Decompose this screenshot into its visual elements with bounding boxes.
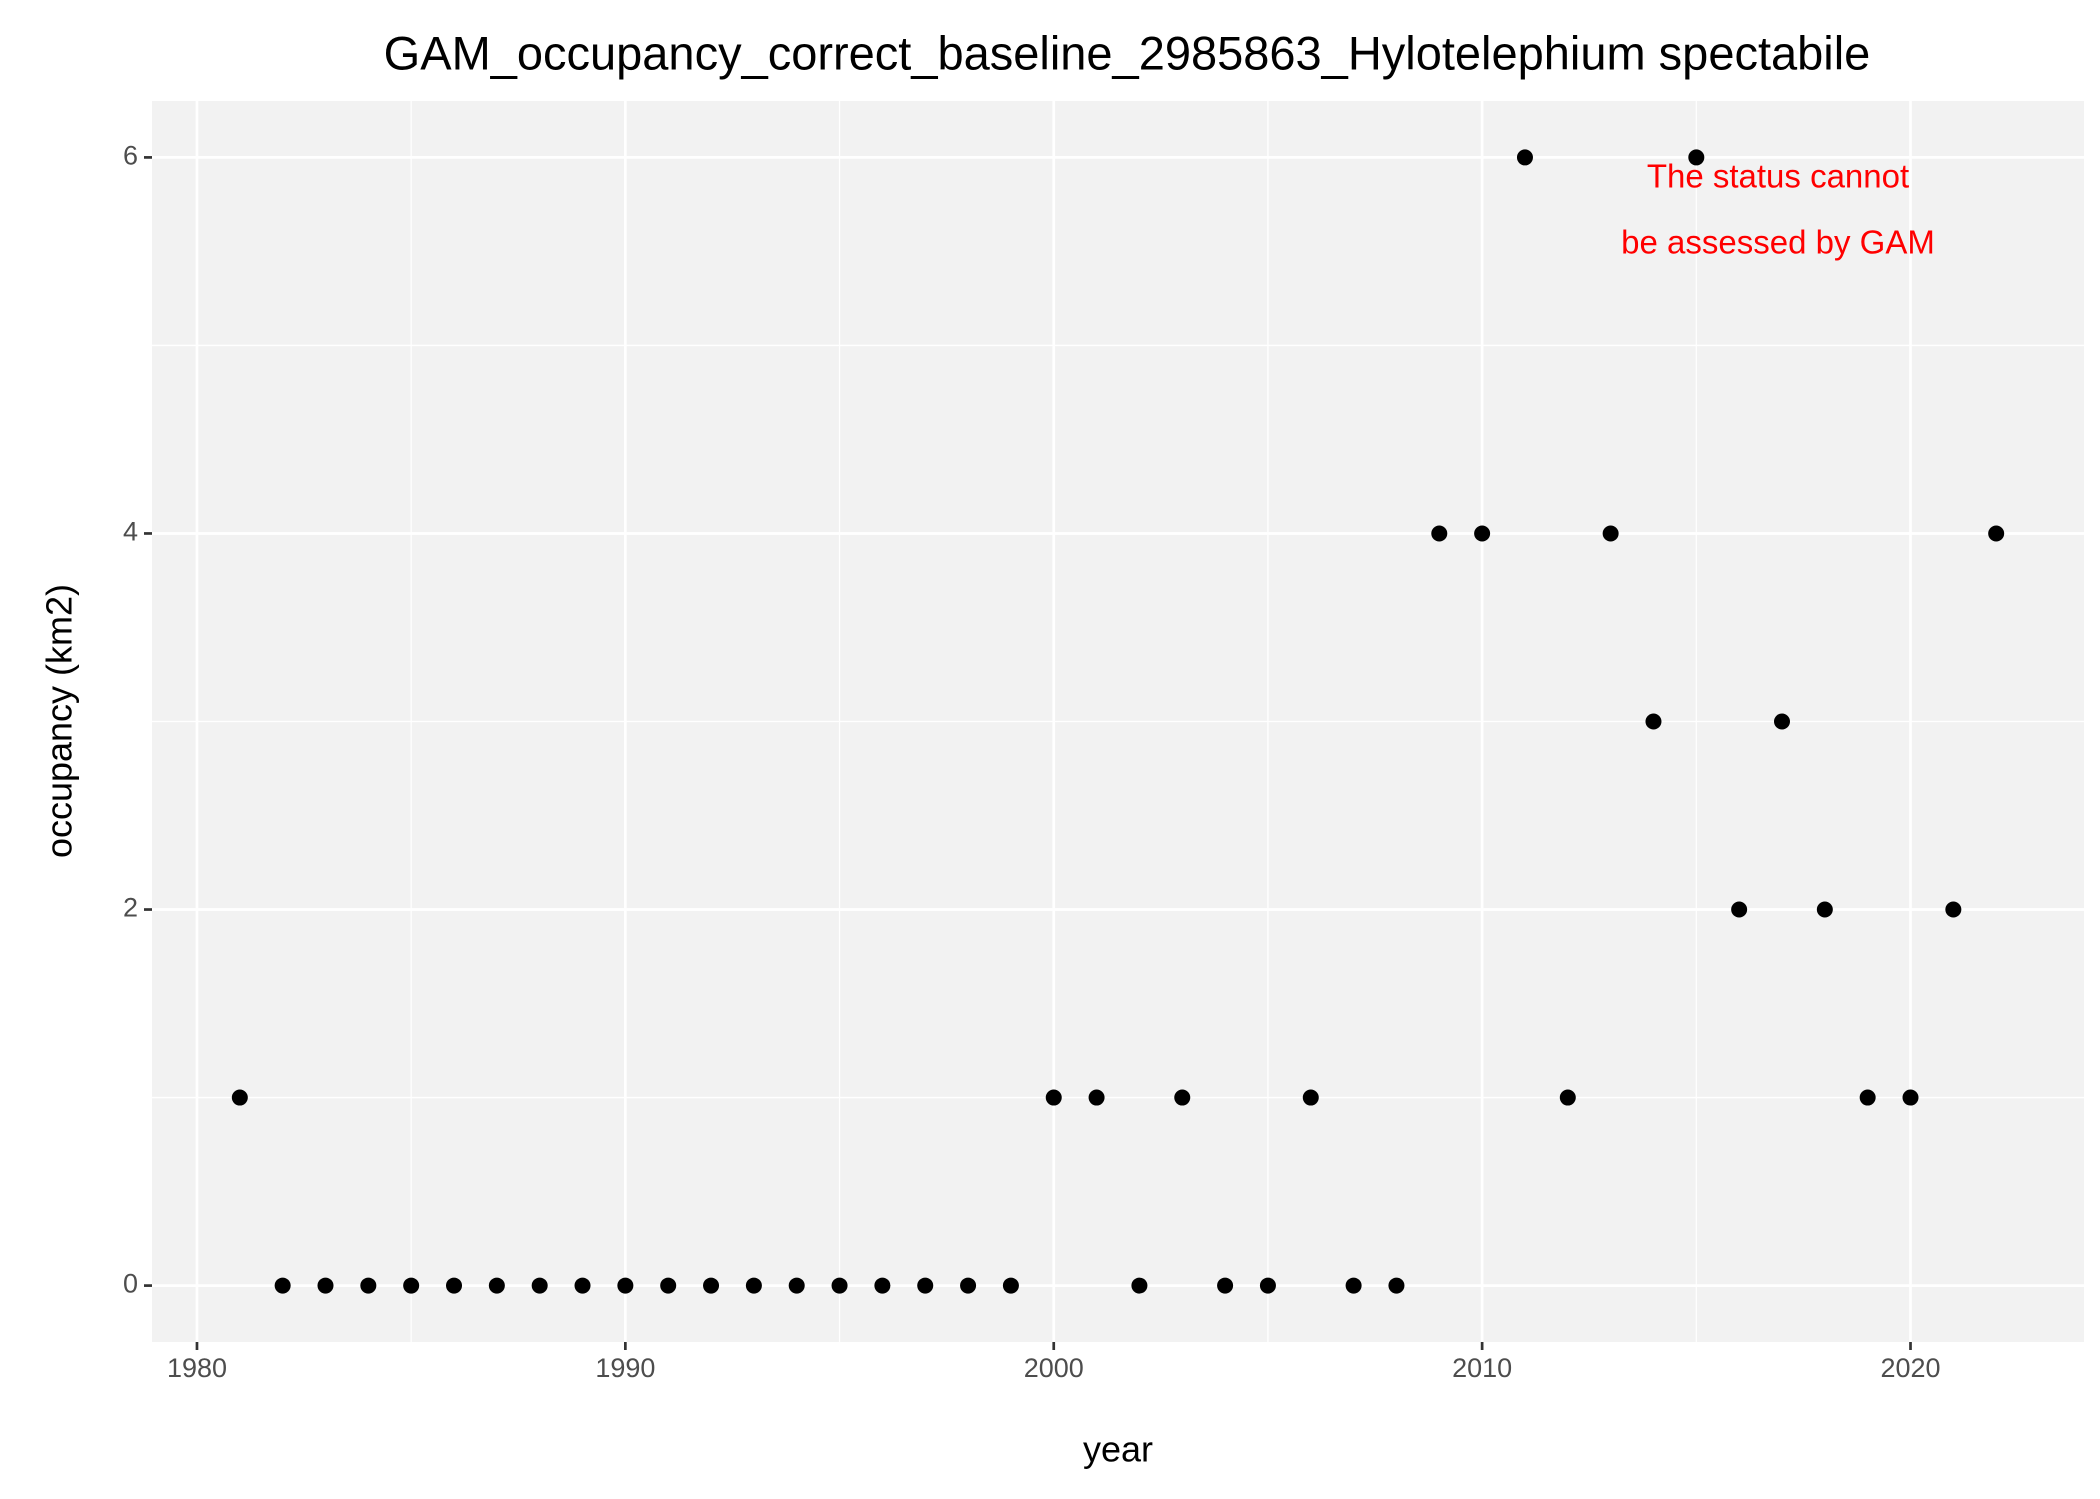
point [831, 1277, 848, 1294]
points [231, 149, 2005, 1294]
point [231, 1089, 248, 1106]
point [1088, 1089, 1105, 1106]
point [403, 1277, 420, 1294]
y-axis-title: occupancy (km2) [39, 584, 80, 858]
point [1002, 1277, 1019, 1294]
point [874, 1277, 891, 1294]
point [360, 1277, 377, 1294]
point [1431, 525, 1448, 542]
x-tick-label: 2020 [1880, 1353, 1940, 1383]
point [1302, 1089, 1319, 1106]
point [1217, 1277, 1234, 1294]
y-tick-label: 2 [123, 893, 138, 923]
point [660, 1277, 677, 1294]
y-tick-label: 0 [123, 1269, 138, 1299]
x-tick-label: 1990 [595, 1353, 655, 1383]
point [1945, 901, 1962, 918]
point [1174, 1089, 1191, 1106]
point [1516, 149, 1533, 166]
point [745, 1277, 762, 1294]
axes: 1980 1990 2000 2010 2020 0 2 4 6 [123, 141, 1941, 1384]
point [1602, 525, 1619, 542]
point [317, 1277, 334, 1294]
point [1902, 1089, 1919, 1106]
y-tick-label: 6 [123, 141, 138, 171]
x-tick-label: 1980 [167, 1353, 227, 1383]
point [917, 1277, 934, 1294]
point [1988, 525, 2005, 542]
point [703, 1277, 720, 1294]
annotation: The status cannot [1647, 158, 1909, 195]
point [1045, 1089, 1062, 1106]
chart-title: GAM_occupancy_correct_baseline_2985863_H… [384, 26, 1871, 79]
point [274, 1277, 291, 1294]
point [1559, 1089, 1576, 1106]
point [1474, 525, 1491, 542]
point [1345, 1277, 1362, 1294]
point [1645, 713, 1662, 730]
point [574, 1277, 591, 1294]
point [1131, 1277, 1148, 1294]
point [1688, 149, 1705, 166]
point [960, 1277, 977, 1294]
point [1859, 1089, 1876, 1106]
point [531, 1277, 548, 1294]
point [1731, 901, 1748, 918]
point [1773, 713, 1790, 730]
point [488, 1277, 505, 1294]
x-axis-title: year [1083, 1429, 1153, 1470]
annotation: be assessed by GAM [1621, 224, 1935, 261]
grid [152, 101, 2084, 1342]
point [1388, 1277, 1405, 1294]
point [1259, 1277, 1276, 1294]
point [1816, 901, 1833, 918]
x-tick-label: 2000 [1024, 1353, 1084, 1383]
point [446, 1277, 463, 1294]
point [788, 1277, 805, 1294]
point [617, 1277, 634, 1294]
x-tick-label: 2010 [1452, 1353, 1512, 1383]
y-tick-label: 4 [123, 517, 138, 547]
